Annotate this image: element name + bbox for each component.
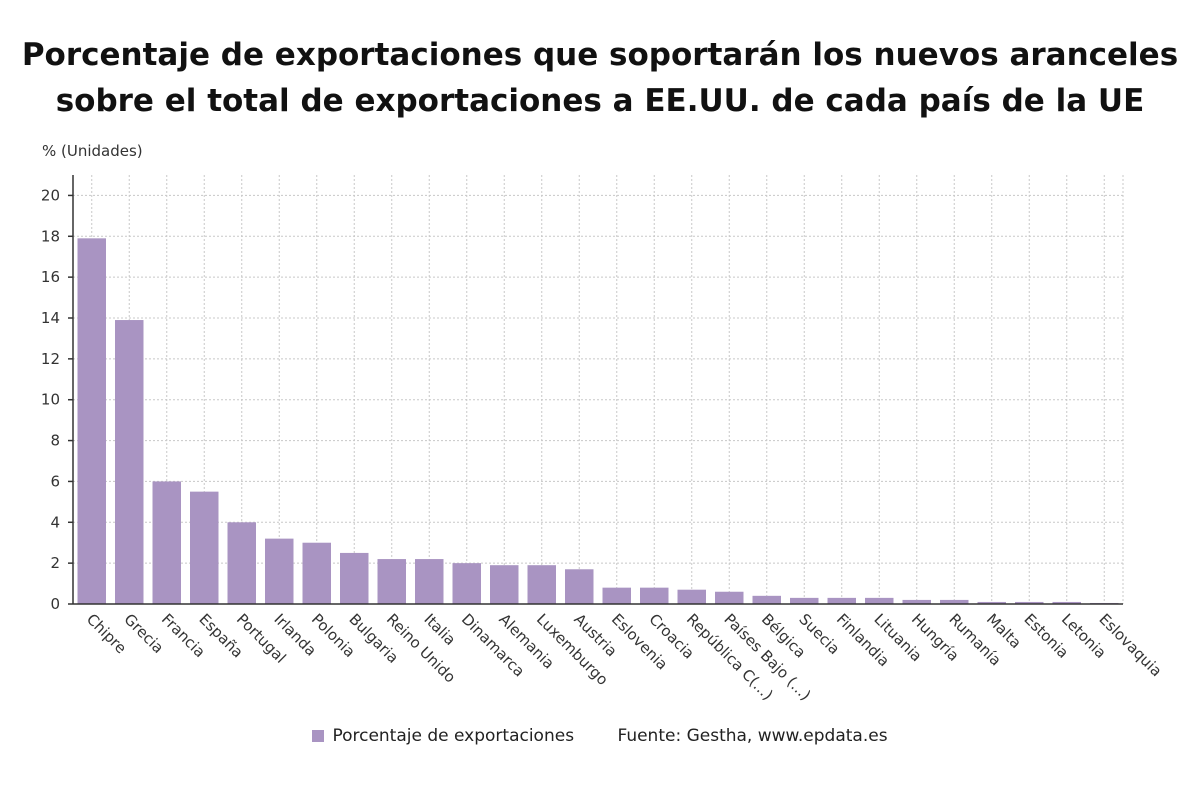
bar[interactable]	[190, 491, 219, 604]
y-tick-label: 2	[50, 554, 60, 572]
y-tick-label: 16	[41, 268, 60, 286]
source-note: Fuente: Gestha, www.epdata.es	[617, 726, 888, 746]
y-tick-label: 10	[41, 391, 60, 409]
y-tick-label: 12	[41, 350, 60, 368]
bar[interactable]	[677, 589, 707, 604]
bar-chart: 02468101214161820ChipreGreciaFranciaEspa…	[41, 175, 1166, 704]
bar[interactable]	[227, 522, 257, 604]
bar[interactable]	[527, 565, 557, 604]
bar[interactable]	[265, 538, 294, 604]
y-tick-label: 14	[41, 309, 60, 327]
bar[interactable]	[302, 542, 332, 604]
bar[interactable]	[340, 552, 369, 604]
legend: Porcentaje de exportaciones Fuente: Gest…	[0, 726, 1200, 746]
legend-swatch	[312, 730, 325, 742]
bar[interactable]	[640, 587, 669, 604]
bar[interactable]	[152, 481, 182, 604]
bar[interactable]	[1015, 601, 1044, 604]
x-category-label: Grecia	[120, 610, 167, 657]
x-category-label: Chipre	[83, 610, 130, 657]
bar[interactable]	[77, 238, 107, 605]
bar[interactable]	[490, 565, 519, 604]
y-tick-label: 8	[50, 432, 60, 450]
bar[interactable]	[565, 569, 594, 604]
chart-title: Porcentaje de exportaciones que soportar…	[0, 32, 1200, 124]
bar[interactable]	[940, 599, 969, 604]
y-tick-label: 20	[41, 186, 60, 204]
bar[interactable]	[977, 601, 1007, 604]
bar[interactable]	[452, 563, 482, 604]
bar[interactable]	[865, 597, 894, 604]
y-tick-label: 18	[41, 227, 60, 245]
legend-label: Porcentaje de exportaciones	[332, 726, 575, 746]
y-tick-label: 4	[50, 513, 60, 531]
bar[interactable]	[790, 597, 819, 604]
bar[interactable]	[1052, 601, 1082, 604]
bar[interactable]	[115, 320, 144, 604]
axes	[68, 175, 1123, 605]
chart-title-line-1: Porcentaje de exportaciones que soportar…	[21, 37, 1179, 73]
bar[interactable]	[715, 591, 744, 604]
bar[interactable]	[602, 587, 632, 604]
labels: 02468101214161820ChipreGreciaFranciaEspa…	[41, 186, 1166, 704]
bars	[77, 238, 1119, 605]
bar[interactable]	[902, 599, 932, 604]
legend-item[interactable]: Porcentaje de exportaciones	[312, 726, 574, 746]
y-tick-label: 6	[50, 472, 60, 490]
bar[interactable]	[377, 559, 407, 604]
chart-title-line-2: sobre el total de exportaciones a EE.UU.…	[55, 83, 1145, 119]
bar[interactable]	[752, 595, 782, 604]
y-axis-unit-label: % (Unidades)	[42, 142, 143, 160]
bar[interactable]	[415, 559, 444, 604]
y-tick-label: 0	[50, 595, 60, 613]
bar[interactable]	[827, 597, 857, 604]
